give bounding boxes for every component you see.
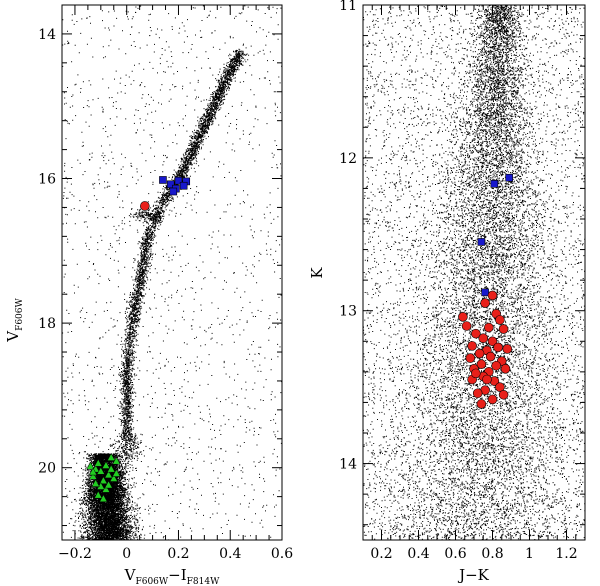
red-circle-star <box>492 361 501 370</box>
red-circle-star <box>494 343 503 352</box>
blue-square-star <box>482 289 489 296</box>
blue-square-star <box>491 180 498 187</box>
left-x-axis-label: VF606W−IF814W <box>124 566 220 586</box>
left-x-tick-labels: −0.2 0 0.2 0.4 0.6 <box>58 546 293 562</box>
red-circle-star <box>462 322 471 331</box>
red-circle-star <box>468 341 477 350</box>
red-circle-star <box>477 399 486 408</box>
red-circle-star <box>471 369 480 378</box>
x-tick-label: 0.8 <box>481 546 503 562</box>
blue-square-star <box>506 174 513 181</box>
red-circle-star <box>486 352 495 361</box>
right-y-axis-label: K <box>308 267 326 279</box>
panel-right-cmd-nir: 0.2 0.4 0.6 0.8 1 1.2 11 12 13 14 J−K K <box>308 0 600 584</box>
left-x-label-minus-i: −I <box>168 566 187 584</box>
red-circle-star <box>458 312 467 321</box>
red-circle-star <box>499 325 508 334</box>
x-tick-label: −0.2 <box>58 546 92 562</box>
red-circle-star <box>466 354 475 363</box>
x-tick-label: 0.4 <box>407 546 429 562</box>
x-tick-label: 1.2 <box>555 546 577 562</box>
blue-square-star <box>478 238 485 245</box>
y-tick-label: 11 <box>339 0 357 14</box>
red-circle-star <box>479 334 488 343</box>
x-tick-label: 1 <box>525 546 534 562</box>
right-x-tick-labels: 0.2 0.4 0.6 0.8 1 1.2 <box>370 546 577 562</box>
x-tick-label: 0.4 <box>219 546 241 562</box>
left-highlighted-stars <box>87 176 190 501</box>
red-circle-star <box>503 344 512 353</box>
red-circle-star <box>501 364 510 373</box>
y-tick-label: 13 <box>339 304 357 320</box>
y-tick-label: 16 <box>38 172 56 188</box>
x-tick-label: 0.2 <box>370 546 392 562</box>
blue-square-star <box>180 182 187 189</box>
red-circle-star <box>140 201 149 210</box>
left-y-label-sub-f606w: F606W <box>15 297 25 330</box>
red-circle-star <box>481 299 490 308</box>
red-circle-star <box>484 323 493 332</box>
y-tick-label: 20 <box>38 461 56 477</box>
right-field-stars <box>340 5 600 541</box>
red-circle-star <box>488 291 497 300</box>
red-circle-star <box>495 315 504 324</box>
x-tick-label: 0.6 <box>444 546 466 562</box>
y-tick-label: 14 <box>339 457 357 473</box>
red-circle-star <box>488 395 497 404</box>
field-star-dots <box>340 5 600 541</box>
red-circle-star <box>473 389 482 398</box>
y-tick-label: 18 <box>38 316 56 332</box>
left-x-label-sub-f606w: F606W <box>135 577 168 586</box>
red-circle-star <box>475 349 484 358</box>
y-tick-label: 14 <box>38 27 56 43</box>
x-tick-label: 0 <box>122 546 131 562</box>
red-circle-star <box>482 375 491 384</box>
red-circle-star <box>499 390 508 399</box>
left-y-tick-labels: 14 16 18 20 <box>38 27 56 477</box>
right-x-axis-label: J−K <box>457 566 490 584</box>
left-x-label-sub-f814w: F814W <box>187 577 220 586</box>
right-y-tick-labels: 11 12 13 14 <box>339 0 357 473</box>
x-tick-label: 0.6 <box>271 546 293 562</box>
x-tick-label: 0.2 <box>167 546 189 562</box>
y-tick-label: 12 <box>339 151 357 167</box>
left-y-axis-label: VF606W <box>4 297 25 342</box>
blue-square-star <box>159 176 166 183</box>
blue-square-star <box>170 188 177 195</box>
right-highlighted-stars <box>458 174 512 408</box>
